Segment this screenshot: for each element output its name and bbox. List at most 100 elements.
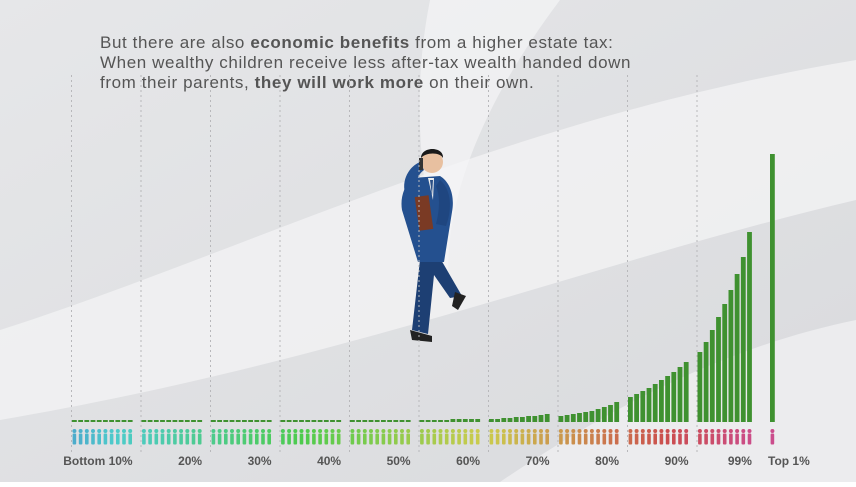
person-icon: [185, 429, 190, 433]
person-icon: [166, 429, 171, 433]
bar: [734, 274, 740, 422]
person-icon: [336, 429, 341, 433]
person-icon: [91, 429, 95, 433]
person-icon: [501, 429, 506, 433]
person-icon: [211, 429, 216, 433]
person-icon: [173, 433, 177, 445]
person-icon: [665, 433, 670, 445]
person-icon: [280, 429, 285, 433]
person-icon: [770, 429, 775, 433]
person-icon: [281, 433, 285, 445]
person-icon: [475, 433, 480, 445]
bar: [393, 420, 399, 422]
person-icon: [502, 433, 506, 445]
person-icon: [248, 433, 253, 445]
x-tick-label: 99%: [728, 454, 752, 468]
bar: [90, 420, 96, 422]
bar: [722, 304, 728, 422]
person-icon: [350, 433, 355, 445]
title-text: economic benefits: [250, 33, 409, 52]
person-icon: [533, 433, 537, 445]
person-icon: [185, 433, 190, 445]
person-icon: [558, 429, 563, 433]
person-icon: [160, 433, 165, 445]
bar: [260, 420, 266, 422]
person-icon: [602, 433, 607, 445]
bar: [96, 420, 102, 422]
x-tick-label: 20%: [178, 454, 202, 468]
person-icon: [122, 429, 126, 433]
bar: [671, 372, 677, 422]
person-icon: [393, 429, 398, 433]
person-icon: [394, 433, 398, 445]
person-icon: [628, 433, 633, 445]
person-icon: [634, 429, 639, 433]
person-icon: [381, 433, 386, 445]
person-icon: [166, 433, 171, 445]
person-icon: [565, 433, 569, 445]
person-icon: [495, 429, 500, 433]
person-icon: [318, 429, 323, 433]
person-icon: [224, 433, 228, 445]
person-icon: [248, 429, 253, 433]
x-tick-label: 90%: [665, 454, 689, 468]
person-icon: [78, 433, 83, 445]
person-icon: [299, 433, 304, 445]
person-icon: [704, 433, 708, 445]
person-icon: [608, 429, 613, 433]
person-icon: [217, 429, 222, 433]
title-text: When wealthy children receive less after…: [100, 53, 631, 72]
person-icon: [590, 433, 594, 445]
bar: [72, 420, 77, 422]
person-icon: [672, 433, 676, 445]
bar: [305, 420, 311, 422]
person-icon: [608, 433, 613, 445]
bar: [115, 420, 121, 422]
bar: [368, 420, 374, 422]
person-icon: [293, 429, 298, 433]
bar: [217, 420, 222, 422]
person-icon: [179, 433, 183, 445]
bar: [229, 420, 235, 422]
bar: [716, 317, 721, 422]
person-icon: [469, 429, 474, 433]
person-icon: [451, 433, 455, 445]
person-icon: [716, 433, 721, 445]
person-icon: [197, 433, 202, 445]
x-tick-label: 70%: [526, 454, 550, 468]
person-icon: [115, 429, 120, 433]
bar: [577, 413, 582, 422]
person-icon: [230, 429, 234, 433]
bar: [703, 342, 709, 422]
person-icon: [559, 433, 563, 445]
bar: [223, 420, 229, 422]
person-icon: [647, 433, 651, 445]
person-icon: [330, 433, 335, 445]
person-icon: [91, 433, 95, 445]
person-icon: [242, 433, 247, 445]
person-icon: [710, 429, 715, 433]
bar: [450, 419, 456, 422]
chart-title: But there are also economic benefits fro…: [100, 33, 631, 92]
person-icon: [78, 429, 83, 433]
person-icon: [640, 429, 645, 433]
person-icon: [596, 433, 600, 445]
person-icon: [142, 433, 146, 445]
person-icon: [508, 433, 512, 445]
person-icon: [109, 433, 114, 445]
person-icon: [577, 433, 582, 445]
bar: [109, 420, 114, 422]
bar: [405, 420, 411, 422]
person-icon: [704, 429, 709, 433]
person-icon: [97, 429, 102, 433]
x-tick-label: 40%: [317, 454, 341, 468]
person-icon: [287, 433, 291, 445]
person-icon: [596, 429, 601, 433]
person-icon: [475, 429, 480, 433]
businessman: [401, 149, 466, 342]
bar: [419, 420, 425, 422]
person-icon: [678, 429, 682, 433]
person-icon: [191, 433, 196, 445]
